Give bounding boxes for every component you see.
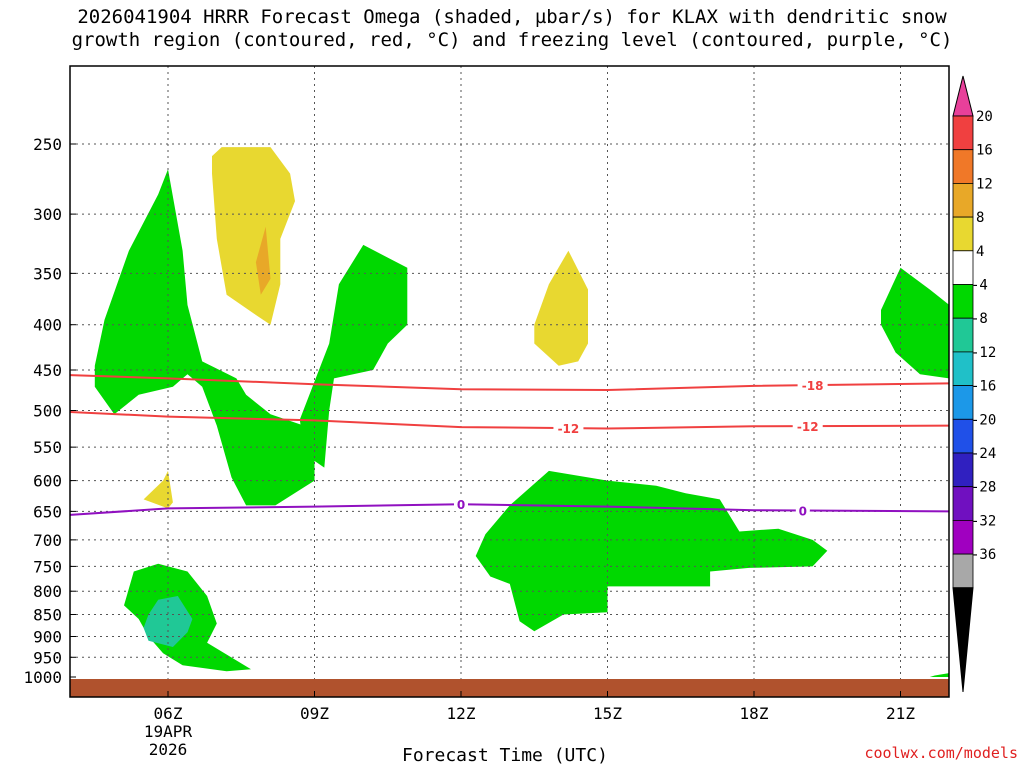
colorbar-segment xyxy=(952,385,974,420)
y-tick-label: 1000 xyxy=(23,668,62,687)
omega-region-6 xyxy=(143,596,193,647)
colorbar-label: -20 xyxy=(971,412,996,428)
contour-label: 0 xyxy=(457,498,465,512)
x-tick-label: 15Z xyxy=(593,704,622,723)
title-line-1: 2026041904 HRRR Forecast Omega (shaded, … xyxy=(77,6,947,28)
x-tick-label: 06Z xyxy=(154,704,183,723)
colorbar-segment xyxy=(952,520,974,555)
colorbar-segment xyxy=(952,317,974,353)
omega-region-5 xyxy=(929,673,949,677)
contour-line-0 xyxy=(70,374,949,392)
colorbar-label: -8 xyxy=(971,311,988,327)
colorbar-label: 12 xyxy=(976,176,993,192)
contour-label: -12 xyxy=(558,422,580,436)
omega-region-4 xyxy=(881,267,949,379)
credit-link[interactable]: coolwx.com/models xyxy=(864,744,1018,762)
omega-region-0 xyxy=(94,169,315,506)
y-tick-label: 750 xyxy=(33,557,62,576)
omega-region-8 xyxy=(534,250,588,366)
colorbar-segment xyxy=(952,486,974,521)
y-tick-label: 400 xyxy=(33,316,62,335)
colorbar-label: 20 xyxy=(976,109,993,125)
y-tick-label: 800 xyxy=(33,582,62,601)
colorbar-label: 16 xyxy=(976,143,993,159)
ground-bar xyxy=(70,679,949,697)
colorbar-segment xyxy=(952,250,974,285)
colorbar-segment xyxy=(952,351,974,386)
chart-title: 2026041904 HRRR Forecast Omega (shaded, … xyxy=(0,6,1024,52)
y-tick-label: 550 xyxy=(33,438,62,457)
contour-label-bg xyxy=(797,378,828,393)
y-tick-label: 600 xyxy=(33,472,62,491)
omega-region-1 xyxy=(299,244,408,468)
contour-label: -12 xyxy=(797,420,819,434)
colorbar-segment xyxy=(952,284,974,319)
y-tick-label: 500 xyxy=(33,402,62,421)
colorbar-label: -16 xyxy=(971,379,996,395)
contour-label-bg xyxy=(792,419,823,434)
omega-region-10 xyxy=(255,226,271,295)
colorbar-label: -28 xyxy=(971,480,996,496)
y-tick-label: 650 xyxy=(33,502,62,521)
colorbar-label: -4 xyxy=(971,278,988,294)
y-tick-label: 850 xyxy=(33,606,62,625)
colorbar-label: -36 xyxy=(971,547,996,563)
x-axis-label: Forecast Time (UTC) xyxy=(402,745,608,766)
omega-region-7 xyxy=(212,147,295,325)
plot-frame xyxy=(69,65,950,698)
colorbar-top-arrow xyxy=(952,75,974,117)
contour-label: -18 xyxy=(802,379,824,393)
colorbar-segment xyxy=(952,418,974,454)
y-tick-label: 300 xyxy=(33,205,62,224)
y-tick-label: 700 xyxy=(33,531,62,550)
plot-area: -18 -12 -12 0 0 xyxy=(70,66,949,697)
colorbar-segment xyxy=(952,115,974,151)
contour-line-1 xyxy=(70,411,949,430)
colorbar-label: 4 xyxy=(976,244,984,260)
colorbar-label: -32 xyxy=(971,513,996,529)
contour-label-bg xyxy=(553,421,584,436)
x-tick-date: 19APR xyxy=(144,722,193,741)
colorbar-segment xyxy=(952,182,974,218)
y-tick-label: 450 xyxy=(33,361,62,380)
x-tick-label: 09Z xyxy=(300,704,329,723)
x-tick-date: 2026 xyxy=(149,740,188,759)
omega-region-9 xyxy=(143,470,173,509)
y-tick-label: 900 xyxy=(33,627,62,646)
colorbar-segment xyxy=(952,452,974,488)
x-tick-label: 12Z xyxy=(447,704,476,723)
contour-label-bg xyxy=(454,497,468,512)
contour-label-bg xyxy=(795,503,810,518)
contour-label: 0 xyxy=(799,504,807,518)
colorbar-segment xyxy=(952,149,974,184)
y-tick-label: 250 xyxy=(33,135,62,154)
colorbar-segment xyxy=(952,553,974,589)
x-tick-label: 18Z xyxy=(740,704,769,723)
colorbar-label: -24 xyxy=(971,446,996,462)
colorbar-label: 8 xyxy=(976,210,984,226)
y-tick-label: 950 xyxy=(33,648,62,667)
colorbar-segment xyxy=(952,216,974,252)
x-tick-label: 21Z xyxy=(886,704,915,723)
y-tick-label: 350 xyxy=(33,264,62,283)
omega-region-2 xyxy=(475,470,828,632)
title-line-2: growth region (contoured, red, °C) and f… xyxy=(71,29,953,51)
colorbar-label: -12 xyxy=(971,345,996,361)
colorbar-bottom-arrow xyxy=(952,587,974,693)
